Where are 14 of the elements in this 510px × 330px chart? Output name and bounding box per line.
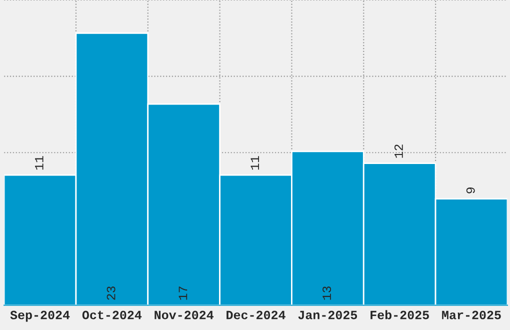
data-label: 13 (322, 286, 332, 300)
x-tick-label: Dec-2024 (226, 310, 286, 320)
data-label: 12 (394, 144, 403, 158)
data-label: 9 (466, 188, 475, 194)
data-label: 17 (178, 286, 188, 300)
x-tick-label: Oct-2024 (82, 310, 142, 320)
x-tick-label: Jan-2025 (298, 310, 358, 320)
data-label: 11 (250, 156, 259, 170)
data-label: 23 (106, 286, 116, 300)
x-tick-label: Mar-2025 (442, 310, 501, 320)
x-tick-label: Sep-2024 (10, 310, 70, 322)
x-tick-label: Feb-2025 (370, 310, 429, 320)
x-tick-label: Nov-2024 (154, 310, 214, 320)
data-label: 11 (35, 156, 44, 170)
